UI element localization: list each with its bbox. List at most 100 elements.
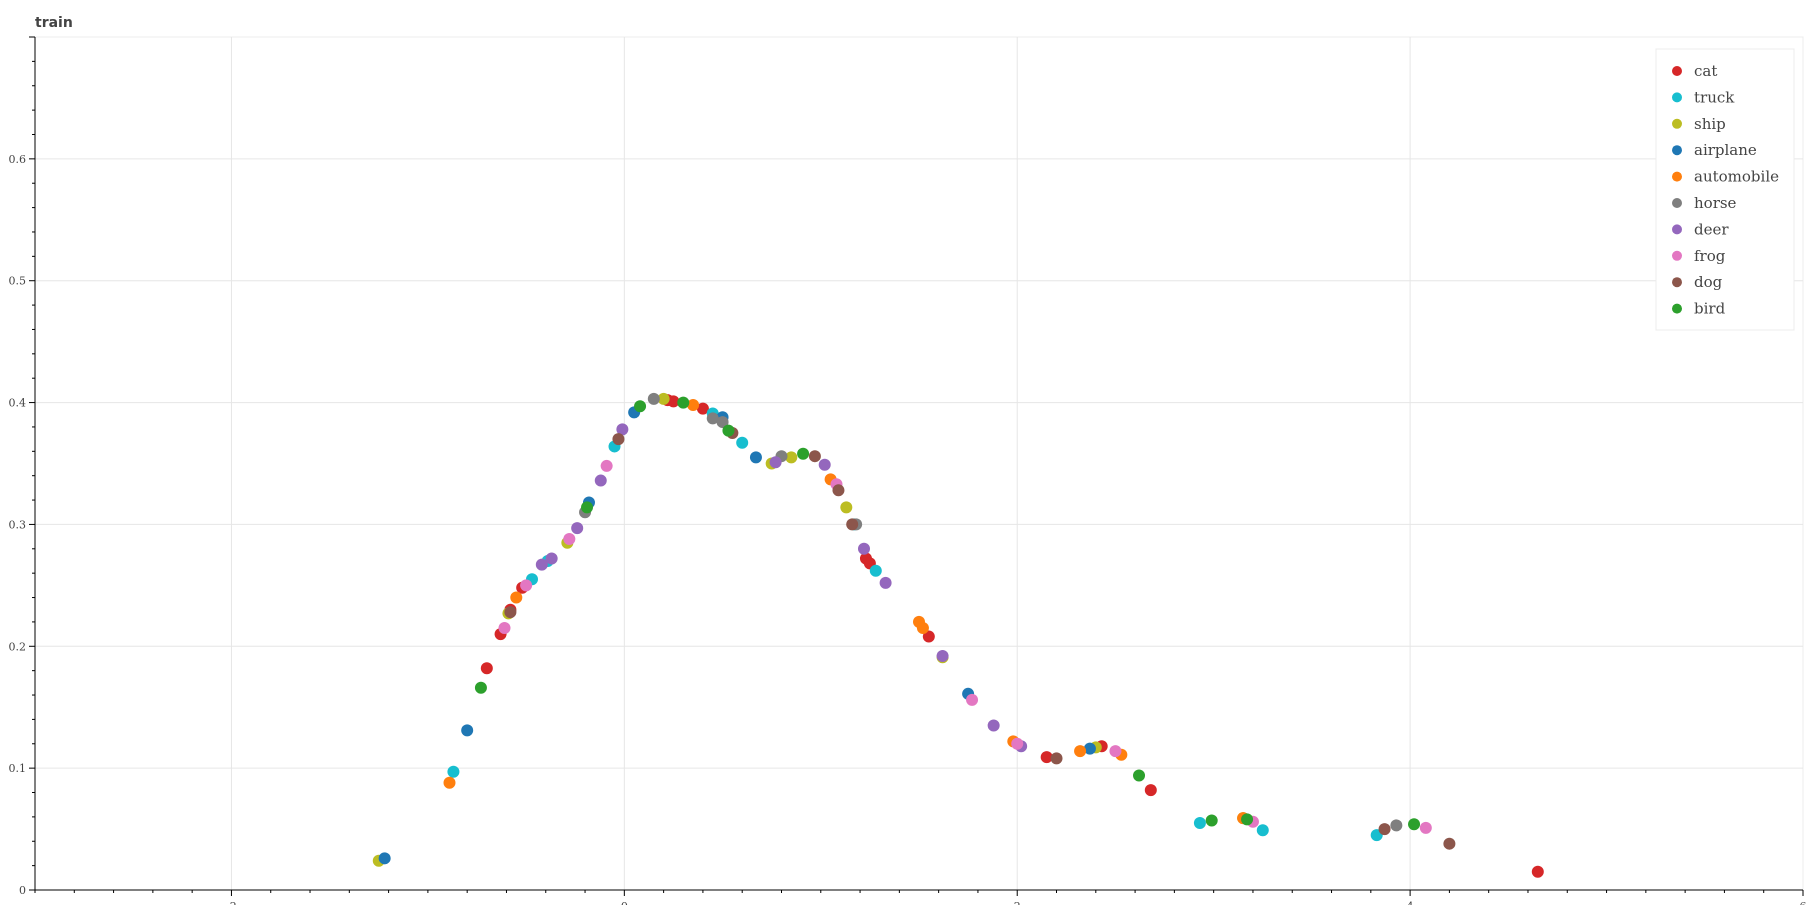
- point-deer: [769, 456, 782, 469]
- point-truck: [736, 436, 749, 449]
- point-cat: [1144, 784, 1157, 797]
- axes: -2 0 2 4 6 0 0.1 0.2 0.3 0.4 0.5 0.6: [9, 36, 1807, 905]
- point-dog: [832, 484, 845, 497]
- legend-label-dog: dog: [1694, 273, 1723, 291]
- point-dog: [846, 518, 859, 531]
- point-bird: [722, 424, 735, 437]
- point-automobile: [510, 591, 523, 604]
- point-airplane: [749, 451, 762, 464]
- series-automobile: [443, 399, 1250, 825]
- y-tick-label: 0: [19, 884, 26, 897]
- legend-label-truck: truck: [1694, 88, 1735, 106]
- point-horse: [706, 412, 719, 425]
- legend-label-horse: horse: [1694, 194, 1737, 212]
- point-ship: [657, 392, 670, 405]
- series-horse: [579, 392, 1403, 832]
- point-dog: [504, 606, 517, 619]
- point-deer: [571, 522, 584, 535]
- point-truck: [1193, 816, 1206, 829]
- y-tick-label: 0.6: [9, 153, 27, 166]
- point-horse: [647, 392, 660, 405]
- point-bird: [1205, 814, 1218, 827]
- point-ship: [840, 501, 853, 514]
- y-tick-label: 0.5: [9, 275, 27, 288]
- point-dog: [1050, 752, 1063, 765]
- y-tick-label: 0.3: [9, 518, 27, 531]
- point-bird: [581, 501, 594, 514]
- legend-marker-airplane: [1672, 145, 1682, 156]
- point-airplane: [1083, 742, 1096, 755]
- point-frog: [520, 579, 533, 592]
- chart-title: train: [35, 15, 73, 31]
- legend-marker-dog: [1672, 277, 1682, 288]
- x-tick-label: 0: [621, 900, 628, 905]
- point-automobile: [916, 622, 929, 635]
- point-cat: [480, 662, 493, 675]
- point-deer: [545, 552, 558, 565]
- point-frog: [600, 459, 613, 472]
- legend-marker-deer: [1672, 224, 1682, 235]
- legend-label-cat: cat: [1694, 62, 1717, 80]
- point-dog: [612, 433, 625, 446]
- point-deer: [936, 650, 949, 663]
- point-deer: [818, 458, 831, 471]
- legend-marker-bird: [1672, 303, 1682, 314]
- legend-label-bird: bird: [1694, 300, 1726, 318]
- point-dog: [808, 450, 821, 463]
- point-automobile: [687, 399, 700, 412]
- point-ship: [785, 451, 798, 464]
- point-dog: [1443, 837, 1456, 850]
- point-deer: [857, 542, 870, 555]
- point-deer: [616, 423, 629, 436]
- series-deer: [535, 423, 1028, 753]
- point-airplane: [461, 724, 474, 737]
- point-bird: [797, 447, 810, 460]
- y-tick-label: 0.4: [9, 397, 27, 410]
- legend-marker-ship: [1672, 118, 1682, 129]
- series-bird: [474, 396, 1421, 831]
- point-bird: [677, 396, 690, 409]
- grid-lines: [34, 36, 1804, 891]
- legend-marker-frog: [1672, 250, 1682, 261]
- point-cat: [1531, 865, 1544, 878]
- data-points: [372, 392, 1544, 878]
- point-automobile: [1074, 745, 1087, 758]
- point-deer: [535, 558, 548, 571]
- legend-marker-automobile: [1672, 171, 1682, 182]
- point-dog: [1378, 823, 1391, 836]
- series-frog: [498, 459, 1432, 834]
- legend: cat truck ship airplane automobile horse deer f…: [1655, 48, 1795, 331]
- point-horse: [716, 416, 729, 429]
- series-cat: [480, 394, 1544, 878]
- point-deer: [987, 719, 1000, 732]
- legend-label-automobile: automobile: [1694, 168, 1779, 186]
- plot-area: [34, 36, 1804, 891]
- legend-marker-cat: [1672, 66, 1682, 76]
- point-automobile: [443, 776, 456, 789]
- x-tick-label: 4: [1407, 900, 1414, 905]
- point-truck: [447, 765, 460, 778]
- series-dog: [504, 427, 1456, 850]
- y-tick-label: 0.2: [9, 640, 27, 653]
- series-airplane: [378, 406, 1096, 865]
- legend-marker-horse: [1672, 198, 1682, 208]
- legend-label-deer: deer: [1694, 220, 1729, 238]
- point-frog: [1109, 745, 1122, 758]
- point-truck: [1256, 824, 1269, 837]
- point-frog: [498, 622, 511, 635]
- x-tick-label: 6: [1800, 900, 1807, 905]
- point-frog: [966, 693, 979, 706]
- point-deer: [879, 576, 892, 589]
- legend-label-frog: frog: [1694, 247, 1726, 265]
- point-bird: [1408, 818, 1421, 831]
- point-bird: [1133, 769, 1146, 782]
- point-airplane: [378, 852, 391, 865]
- legend-marker-truck: [1672, 92, 1682, 103]
- point-frog: [563, 533, 576, 546]
- point-cat: [696, 402, 709, 415]
- point-cat: [922, 630, 935, 643]
- y-tick-label: 0.1: [9, 762, 27, 775]
- legend-label-ship: ship: [1694, 115, 1726, 133]
- point-bird: [1241, 813, 1254, 826]
